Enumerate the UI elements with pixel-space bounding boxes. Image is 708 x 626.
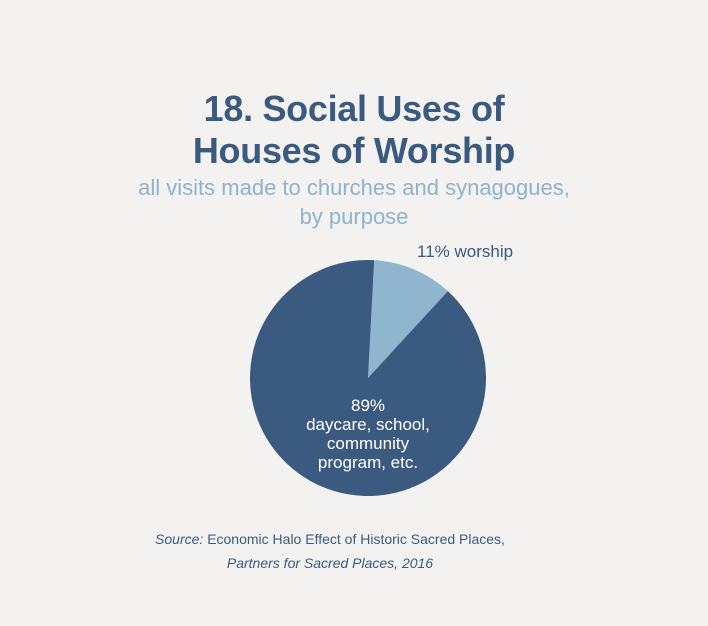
slice-label-line: daycare, school, (306, 415, 430, 434)
slice-label-line: program, etc. (318, 453, 418, 472)
source-line-1: Source: Economic Halo Effect of Historic… (0, 530, 660, 548)
pie-slice-worship (368, 260, 448, 378)
pie-slice-other-uses (249, 259, 486, 496)
source-prefix: Source: (155, 531, 204, 547)
source-line-2: Partners for Sacred Places, 2016 (226, 555, 434, 571)
chart-subtitle-line-2: by purpose (299, 204, 409, 229)
chart-title-line-2: Houses of Worship (192, 130, 516, 171)
pie-labels: 11% worship 89% daycare, school, community p… (306, 242, 513, 472)
source-title: Economic Halo Effect of Historic Sacred … (207, 531, 505, 547)
pie-slices (249, 259, 486, 496)
slice-label-line: 89% (351, 396, 385, 415)
slice-label-other-uses: 89% daycare, school, community program, etc… (306, 396, 430, 472)
chart-title-line-1: 18. Social Uses of (203, 88, 505, 129)
chart-subtitle-line-1: all visits made to churches and synagogu… (138, 175, 570, 200)
slice-label-worship: 11% worship (417, 242, 513, 261)
slice-label-line: community (327, 434, 410, 453)
